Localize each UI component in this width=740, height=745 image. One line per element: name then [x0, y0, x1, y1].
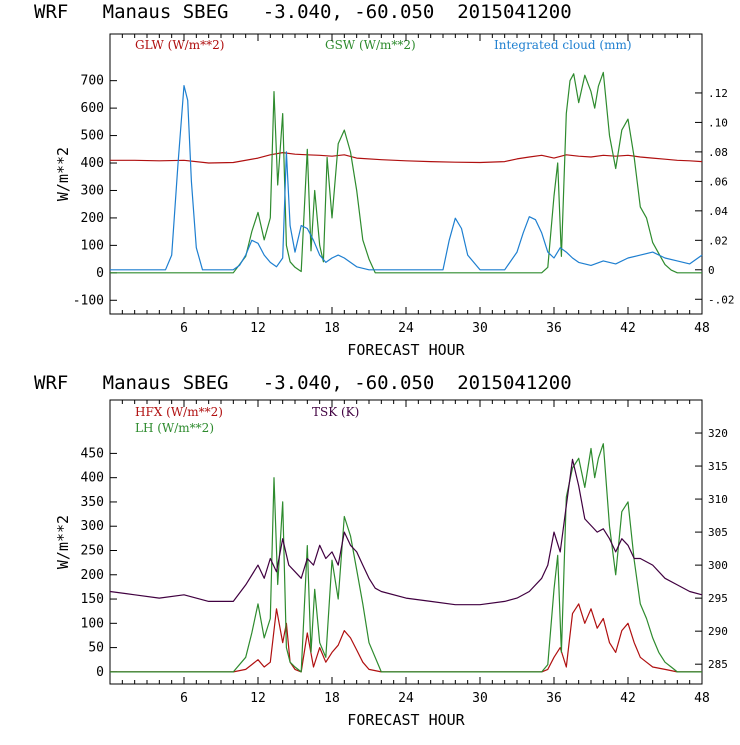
chart-2-xlabel: FORECAST HOUR [347, 711, 465, 729]
y2-tick-label: 285 [708, 658, 728, 671]
chart-1-y2-ticks: -.02 0 .02 .04 .06 .08 .10 .12 [695, 87, 735, 306]
y-tick-label: 300 [81, 519, 104, 534]
x-tick-label: 6 [180, 691, 188, 706]
y-tick-label: 100 [81, 238, 104, 253]
y2-tick-label: 320 [708, 427, 728, 440]
y2-tick-label: 310 [708, 493, 728, 506]
y2-tick-label: .10 [708, 116, 728, 129]
y-tick-label: 500 [81, 129, 104, 144]
y2-tick-label: .08 [708, 146, 728, 159]
y-tick-label: 250 [81, 543, 104, 558]
chart-2: WRF Manaus SBEG -3.040, -60.050 20150412… [34, 372, 728, 729]
x-tick-label: 30 [472, 321, 488, 336]
chart-1-legend-cloud: Integrated cloud (mm) [494, 38, 632, 52]
series-line-tsk [109, 458, 703, 606]
x-tick-label: 36 [546, 691, 562, 706]
chart-1-y-ticks: -100 0 100 200 300 400 500 600 700 [73, 74, 117, 308]
chart-1-legend-gsw: GSW (W/m**2) [325, 38, 416, 52]
chart-2-y2-ticks: 285 290 295 300 305 310 315 320 [695, 427, 728, 671]
series-line-gsw [110, 71, 702, 274]
x-tick-label: 48 [694, 321, 710, 336]
x-tick-label: 6 [180, 321, 188, 336]
chart-1-series [110, 71, 703, 274]
y-tick-label: 700 [81, 74, 104, 89]
x-tick-label: 24 [398, 691, 414, 706]
series-line-glw [110, 152, 703, 164]
y2-tick-label: 305 [708, 526, 728, 539]
y2-tick-label: 295 [708, 592, 728, 605]
x-tick-label: 42 [620, 691, 636, 706]
y-tick-label: 450 [81, 446, 104, 461]
chart-1-ylabel: W/m**2 [54, 147, 72, 201]
y-tick-label: 150 [81, 592, 104, 607]
y-tick-label: 200 [81, 568, 104, 583]
y2-tick-label: 315 [708, 460, 728, 473]
y-tick-label: 50 [88, 641, 104, 656]
y-tick-label: 200 [81, 211, 104, 226]
y2-tick-label: .04 [708, 205, 728, 218]
chart-2-ylabel: W/m**2 [54, 515, 72, 569]
x-tick-label: 24 [398, 321, 414, 336]
x-tick-label: 18 [324, 691, 340, 706]
chart-1-x-ticks: 6 12 18 24 30 36 42 48 [121, 34, 710, 336]
y2-tick-label: 290 [708, 625, 728, 638]
y-tick-label: 600 [81, 101, 104, 116]
y-tick-label: 300 [81, 183, 104, 198]
x-tick-label: 42 [620, 321, 636, 336]
chart-1-legend-glw: GLW (W/m**2) [135, 38, 224, 52]
series-line-lh [110, 443, 702, 673]
chart-1: WRF Manaus SBEG -3.040, -60.050 20150412… [34, 1, 735, 359]
chart-2-legend-lh: LH (W/m**2) [135, 421, 214, 435]
y2-tick-label: .02 [708, 234, 728, 247]
chart-1-xlabel: FORECAST HOUR [347, 341, 465, 359]
chart-2-legend-hfx: HFX (W/m**2) [135, 405, 223, 419]
chart-2-legend-tsk: TSK (K) [312, 405, 359, 419]
y-tick-label: 350 [81, 495, 104, 510]
y2-tick-label: .06 [708, 175, 728, 188]
x-tick-label: 30 [472, 691, 488, 706]
y-tick-label: 0 [96, 665, 104, 680]
y-tick-label: 400 [81, 156, 104, 171]
y-tick-label: 0 [96, 266, 104, 281]
x-tick-label: 12 [250, 691, 266, 706]
chart-1-frame [109, 33, 703, 315]
y2-tick-label: 300 [708, 559, 728, 572]
x-tick-label: 36 [546, 321, 562, 336]
y-tick-label: 400 [81, 471, 104, 486]
series-line-hfx [110, 603, 702, 673]
chart-2-x-ticks: 6 12 18 24 30 36 42 48 [121, 400, 710, 706]
chart-2-series [109, 443, 703, 673]
y2-tick-label: .12 [708, 87, 728, 100]
y-tick-label: -100 [73, 293, 104, 308]
chart-2-frame [109, 399, 703, 685]
y2-tick-label: 0 [708, 264, 715, 277]
x-tick-label: 48 [694, 691, 710, 706]
series-line-integrated [110, 84, 703, 271]
x-tick-label: 18 [324, 321, 340, 336]
y-tick-label: 100 [81, 616, 104, 631]
chart-2-y-ticks: 0 50 100 150 200 250 300 350 400 450 [81, 446, 117, 680]
y2-tick-label: -.02 [708, 293, 735, 306]
chart-1-title: WRF Manaus SBEG -3.040, -60.050 20150412… [34, 1, 572, 23]
x-tick-label: 12 [250, 321, 266, 336]
chart-2-title: WRF Manaus SBEG -3.040, -60.050 20150412… [34, 372, 572, 394]
